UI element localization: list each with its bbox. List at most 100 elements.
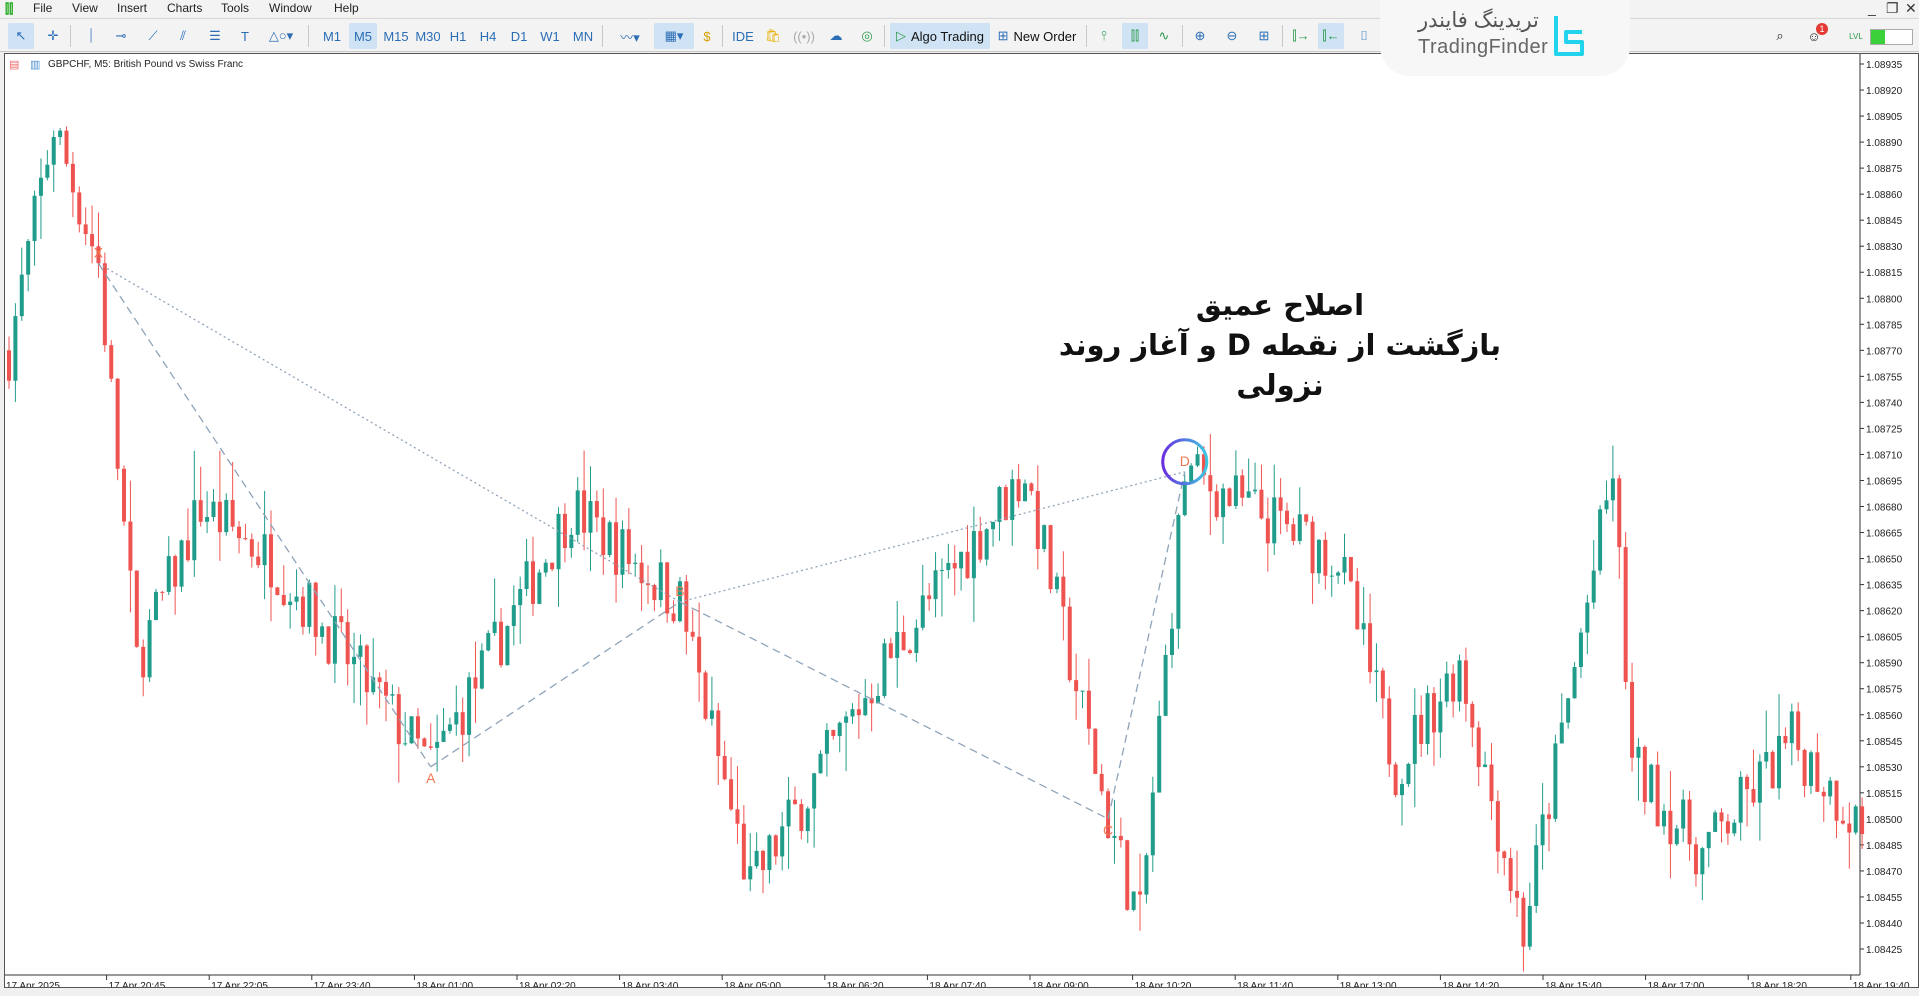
candle-bear xyxy=(1099,773,1104,792)
candle-bull xyxy=(13,316,18,381)
chart-type-icon[interactable]: 〰▾ xyxy=(620,29,640,45)
tf-m15[interactable]: M15 xyxy=(383,28,409,44)
candle-bear xyxy=(927,595,932,600)
tf-m1[interactable]: M1 xyxy=(322,28,342,44)
line-chart-icon[interactable]: ∿ xyxy=(1158,28,1170,43)
autoscroll-icon[interactable]: ⫿→ xyxy=(1292,28,1310,43)
trendline-icon[interactable]: ⟋ xyxy=(148,28,158,43)
menu-help[interactable]: Help xyxy=(334,1,359,15)
y-tick-label: 1.08620 xyxy=(1866,607,1903,618)
candle-bull xyxy=(1636,746,1641,758)
candle-bull xyxy=(1412,714,1417,764)
close-button[interactable]: ✕ xyxy=(1905,0,1917,16)
new-order-button[interactable]: ⊞ New Order xyxy=(994,23,1080,49)
candle-bear xyxy=(1201,454,1206,476)
shapes-icon[interactable]: △○▾ xyxy=(268,28,294,43)
candle-bear xyxy=(1515,890,1520,898)
chart-canvas[interactable]: 1.08935 1.08920 1.08905 1.08890 1.08875 1.088… xyxy=(5,54,1918,987)
xa-leg xyxy=(97,263,432,768)
menu-window[interactable]: Window xyxy=(269,1,312,15)
candle-bear xyxy=(1508,858,1513,891)
candle-bear xyxy=(799,804,804,831)
candle-bear xyxy=(1035,491,1040,550)
bar-chart-icon[interactable]: ⫯ xyxy=(1101,28,1107,43)
tf-m5[interactable]: M5 xyxy=(349,23,377,49)
candle-bull xyxy=(51,137,56,165)
menu-insert[interactable]: Insert xyxy=(117,1,148,15)
candle-bear xyxy=(173,556,178,587)
candle-bull xyxy=(1272,497,1277,544)
notification-badge: 1 xyxy=(1816,23,1828,35)
candle-bear xyxy=(396,694,401,745)
menu-file[interactable]: File xyxy=(33,1,53,15)
channel-icon[interactable]: ⫽ xyxy=(180,28,186,43)
search-icon[interactable]: ⌕ xyxy=(1776,28,1784,43)
restore-button[interactable]: ❐ xyxy=(1886,0,1899,16)
candle-bear xyxy=(77,192,82,225)
candle-bear xyxy=(377,677,382,683)
candle-bear xyxy=(888,643,893,658)
candle-bull xyxy=(192,500,197,561)
vps-icon[interactable]: ◎ xyxy=(861,28,873,43)
tf-d1[interactable]: D1 xyxy=(510,28,528,44)
tf-mn[interactable]: MN xyxy=(572,28,594,44)
candle-bear xyxy=(230,500,235,527)
chart-annotation: اصلاح عمیق بازگشت از نقطه D و آغاز روند … xyxy=(1030,285,1530,405)
candle-bear xyxy=(1834,780,1839,821)
text-icon[interactable]: T xyxy=(241,28,249,44)
tf-h4[interactable]: H4 xyxy=(479,28,497,44)
candle-bear xyxy=(1725,821,1730,834)
chart-menu-icon[interactable]: ▤ xyxy=(9,59,20,71)
candle-bull xyxy=(307,582,312,627)
vertical-line-icon[interactable]: ⏐ xyxy=(87,28,95,43)
chart-properties-icon[interactable]: ▥ xyxy=(30,59,41,71)
candle-bear xyxy=(1693,844,1698,875)
cloud-icon[interactable]: ☁ xyxy=(829,28,843,43)
fibonacci-icon[interactable]: ☰ xyxy=(209,28,221,43)
candle-bull xyxy=(1828,780,1833,797)
signal-icon[interactable]: ((•)) xyxy=(793,28,815,44)
market-icon[interactable]: $ xyxy=(703,28,711,44)
menu-charts[interactable]: Charts xyxy=(167,1,203,15)
candle-bear xyxy=(1291,524,1296,541)
candle-bull xyxy=(479,650,484,689)
xb-line xyxy=(98,263,681,603)
zoom-out-icon[interactable]: ⊖ xyxy=(1226,28,1238,43)
shopping-bag-icon[interactable]: 🛍 xyxy=(764,28,782,43)
candle-bull xyxy=(575,490,580,535)
ab-leg xyxy=(430,601,681,768)
level-icon[interactable]: LVL xyxy=(1849,31,1863,41)
horizontal-line-icon[interactable]: ⊸ xyxy=(115,28,127,43)
cursor-icon[interactable]: ↖ xyxy=(8,23,34,49)
new-order-icon: ⊞ xyxy=(997,28,1009,43)
candle-bear xyxy=(716,710,721,757)
candle-bull xyxy=(1483,764,1488,768)
menu-view[interactable]: View xyxy=(72,1,98,15)
zoom-in-icon[interactable]: ⊕ xyxy=(1194,28,1206,43)
candle-bull xyxy=(262,534,267,566)
menu-tools[interactable]: Tools xyxy=(221,1,250,15)
tf-h1[interactable]: H1 xyxy=(449,28,467,44)
candle-bear xyxy=(281,595,286,606)
y-tick-label: 1.08650 xyxy=(1866,555,1903,566)
tile-windows-icon[interactable]: ⊞ xyxy=(1258,28,1270,43)
ide-button[interactable]: IDE xyxy=(732,28,754,44)
y-tick-label: 1.08665 xyxy=(1866,529,1903,540)
crosshair-icon[interactable]: ✛ xyxy=(47,28,59,43)
account-icon[interactable]: ☺ 1 xyxy=(1800,23,1828,49)
algo-trading-button[interactable]: ▷ Algo Trading xyxy=(890,23,990,49)
tf-m30[interactable]: M30 xyxy=(415,28,441,44)
indicators-icon[interactable]: ▦▾ xyxy=(654,23,694,49)
y-tick-label: 1.08695 xyxy=(1866,476,1903,487)
minimize-button[interactable]: _ xyxy=(1868,0,1876,16)
tf-w1[interactable]: W1 xyxy=(540,28,560,44)
screenshot-icon[interactable]: ⌷ xyxy=(1360,28,1368,43)
candle-bear xyxy=(773,835,778,857)
candlestick-icon[interactable]: ⫿⫿ xyxy=(1122,23,1148,49)
candle-bear xyxy=(1285,510,1289,525)
chart-window[interactable]: 1.08935 1.08920 1.08905 1.08890 1.08875 1.088… xyxy=(4,53,1919,988)
candle-bull xyxy=(390,694,395,696)
candle-bear xyxy=(109,345,114,379)
chart-shift-icon[interactable]: ⫿← xyxy=(1318,23,1344,49)
candle-bull xyxy=(1732,822,1737,834)
